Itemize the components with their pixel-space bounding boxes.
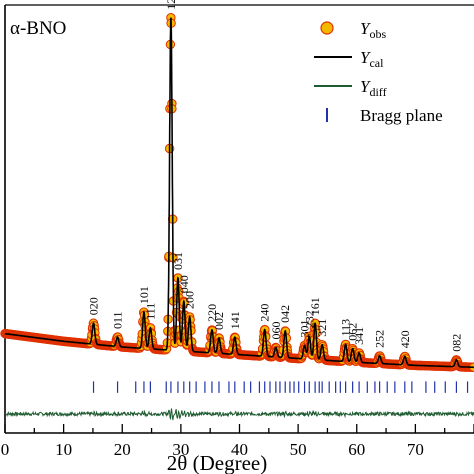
x-tick-label: 60 (348, 440, 365, 459)
peak-label: 232 (302, 310, 316, 328)
peak-label: 301 (298, 320, 312, 338)
peak-label: 040 (177, 275, 191, 293)
peak-label: 020 (87, 297, 101, 315)
chart-title: α-BNO (10, 18, 66, 39)
peak-label: 252 (373, 330, 387, 348)
x-tick-label: 40 (231, 440, 248, 459)
difference-curve (4, 408, 474, 421)
peak-label: 101 (137, 286, 151, 304)
peak-label: 161 (308, 297, 322, 315)
peak-label: 002 (212, 312, 226, 330)
peak-label: 111 (143, 303, 157, 320)
legend-marker-observed (320, 21, 334, 35)
peak-label: 062 (346, 323, 360, 341)
x-tick-label: 50 (290, 440, 307, 459)
peak-label: 321 (315, 319, 329, 337)
peak-label: 060 (269, 322, 283, 340)
peak-label: 240 (258, 304, 272, 322)
legend-label: Bragg plane (360, 106, 443, 125)
legend-label: Ydiff (360, 77, 387, 99)
peak-label: 121 (164, 0, 178, 10)
peak-label: 200 (183, 291, 197, 309)
x-tick-label: 20 (114, 440, 131, 459)
difference-curve-group (4, 408, 474, 421)
legend-label: Yobs (360, 19, 386, 41)
peak-label: 011 (111, 311, 125, 329)
peak-label: 113 (339, 319, 353, 337)
peak-label: 042 (278, 305, 292, 323)
x-tick-label: 10 (55, 440, 72, 459)
peak-label: 341 (352, 327, 366, 345)
bragg-ticks (92, 381, 469, 393)
calculated-curve-group (4, 17, 474, 369)
calculated-curve (4, 17, 474, 369)
peak-label: 420 (398, 330, 412, 348)
peak-label: 082 (449, 334, 463, 352)
x-tick-label: 0 (1, 440, 10, 459)
legend: Yobs Ycal Ydiff Bragg plane (314, 19, 443, 125)
legend-label: Ycal (360, 48, 384, 70)
x-tick-label: 30 (172, 440, 189, 459)
x-axis-label: 2θ (Degree) (167, 451, 267, 474)
axes: 0 10 20 30 40 50 60 70 (1, 4, 474, 459)
peak-label: 220 (205, 304, 219, 322)
peak-label: 141 (228, 311, 242, 329)
x-tick-label: 70 (407, 440, 424, 459)
peak-label: 031 (171, 252, 185, 270)
